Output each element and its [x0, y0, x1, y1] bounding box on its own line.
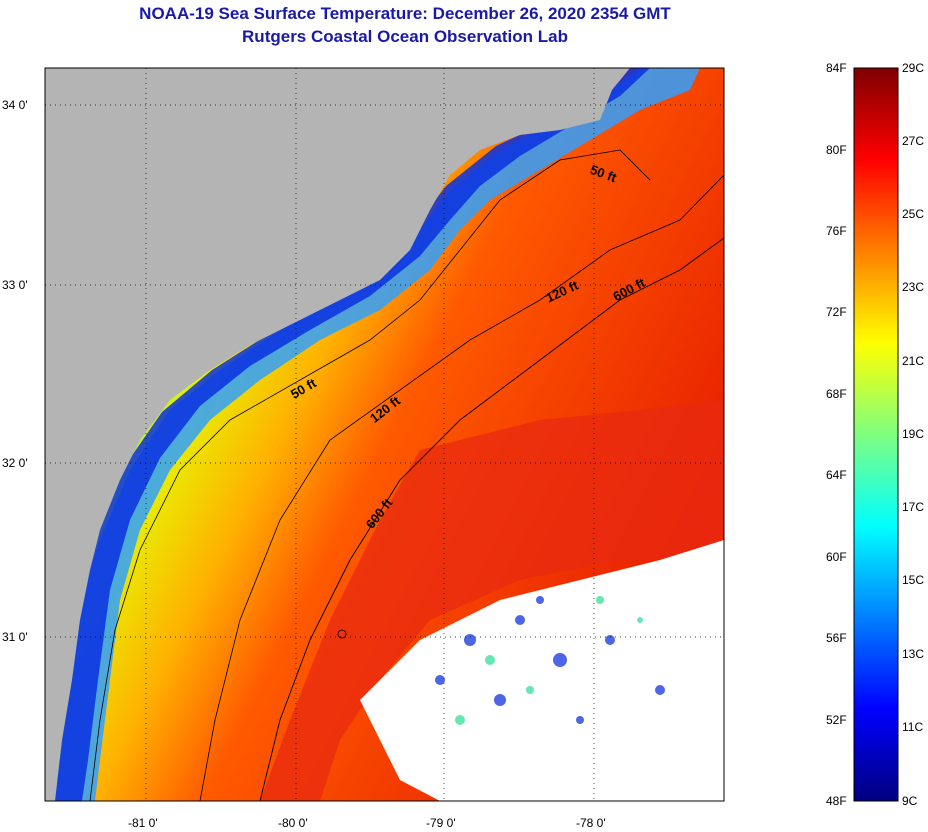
- colorbar-f-label: 52F: [826, 713, 847, 727]
- colorbar-c-label: 23C: [902, 280, 925, 294]
- colorbar-c-label: 13C: [902, 647, 925, 661]
- lon-label: -78 0': [576, 816, 606, 830]
- map-plot-area: [45, 68, 724, 801]
- map-frame: [44, 67, 725, 802]
- colorbar-f-label: 72F: [826, 305, 847, 319]
- colorbar-c-label: 19C: [902, 427, 925, 441]
- colorbar-c-label: 21C: [902, 354, 925, 368]
- colorbar-f-label: 84F: [826, 61, 847, 75]
- colorbar-f-label: 80F: [826, 143, 847, 157]
- lat-label: 34 0': [2, 98, 28, 112]
- cloud-cover: [360, 540, 724, 801]
- coastal-cold-band: [45, 68, 650, 801]
- gulf-stream-warm-core: [260, 400, 724, 801]
- colorbar-f-label: 68F: [826, 387, 847, 401]
- lon-label: -81 0': [128, 816, 158, 830]
- colorbar-f-label: 60F: [826, 550, 847, 564]
- colorbar-c-label: 27C: [902, 134, 925, 148]
- map-subtitle: Rutgers Coastal Ocean Observation Lab: [242, 27, 568, 46]
- colorbar-c-label: 11C: [902, 720, 924, 734]
- map-title: NOAA-19 Sea Surface Temperature: Decembe…: [139, 4, 671, 23]
- colorbar-c-label: 17C: [902, 500, 925, 514]
- lat-label: 31 0': [2, 630, 28, 644]
- cloud-speckle-warm: [455, 596, 643, 725]
- buoy-marker: [337, 629, 347, 639]
- lat-label: 33 0': [2, 278, 28, 292]
- colorbar-f-label: 76F: [826, 224, 847, 238]
- colorbar-c-label: 9C: [902, 794, 918, 808]
- colorbar-f-label: 64F: [826, 468, 847, 482]
- map-gridlines: [45, 68, 724, 801]
- lon-label: -79 0': [426, 816, 456, 830]
- land-mass: [45, 68, 630, 801]
- colorbar: [853, 67, 899, 802]
- colorbar-c-label: 25C: [902, 207, 925, 221]
- depth-contour-50ft: [89, 149, 651, 801]
- colorbar-f-label: 48F: [826, 794, 847, 808]
- colorbar-c-label: 15C: [902, 573, 925, 587]
- depth-contour-120ft: [199, 174, 724, 801]
- lat-label: 32 0': [2, 456, 28, 470]
- colorbar-c-label: 29C: [902, 61, 925, 75]
- lon-label: -80 0': [278, 816, 308, 830]
- cloud-speckle: [435, 596, 665, 724]
- colorbar-f-label: 56F: [826, 631, 847, 645]
